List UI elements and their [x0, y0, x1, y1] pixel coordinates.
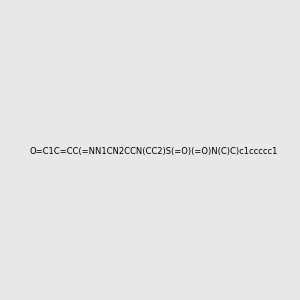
Text: O=C1C=CC(=NN1CN2CCN(CC2)S(=O)(=O)N(C)C)c1ccccc1: O=C1C=CC(=NN1CN2CCN(CC2)S(=O)(=O)N(C)C)c… — [30, 147, 278, 156]
